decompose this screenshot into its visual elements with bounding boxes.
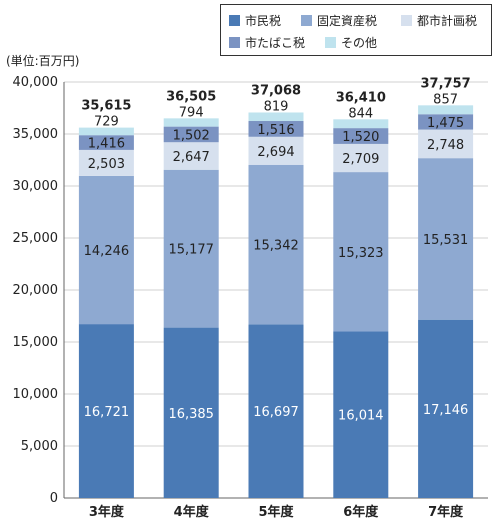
data-label-0-4: 17,146 <box>423 403 469 418</box>
legend-swatch-sonota <box>325 37 336 48</box>
bar-segment-2-3 <box>333 143 389 173</box>
legend-swatch-toshikeikakuzei <box>401 15 412 26</box>
legend-swatch-koteishisanzei <box>301 15 312 26</box>
y-tick-label-40000: 40,000 <box>13 75 59 90</box>
y-tick-label-35000: 35,000 <box>13 127 59 142</box>
data-label-2-1: 2,647 <box>173 150 210 165</box>
total-label-2: 37,068 <box>251 83 301 98</box>
bar-segment-0-2 <box>248 324 304 498</box>
y-tick-label-30000: 30,000 <box>13 179 59 194</box>
data-label-4-3: 844 <box>348 106 373 121</box>
bar-segment-3-1 <box>163 126 219 143</box>
data-label-2-3: 2,709 <box>342 152 379 167</box>
bar-segment-2-4 <box>418 129 474 159</box>
data-label-3-3: 1,520 <box>342 130 379 145</box>
legend-label-shitabakozei: 市たばこ税 <box>245 36 306 50</box>
legend-item-koteishisanzei: 固定資産税 <box>301 12 377 29</box>
data-label-1-2: 15,342 <box>253 239 299 254</box>
data-label-4-1: 794 <box>179 105 204 120</box>
total-label-4: 37,757 <box>421 76 471 91</box>
bar-segment-2-1 <box>163 142 219 170</box>
data-label-3-4: 1,475 <box>427 116 464 131</box>
bar-segment-0-1 <box>163 327 219 498</box>
data-label-4-0: 729 <box>94 115 119 130</box>
data-label-0-2: 16,697 <box>253 405 299 420</box>
bar-segment-1-0 <box>78 175 134 325</box>
bar-segment-1-3 <box>333 172 389 332</box>
data-label-2-2: 2,694 <box>257 145 294 160</box>
bar-segment-2-0 <box>78 149 134 176</box>
total-label-0: 35,615 <box>81 99 131 114</box>
unit-label: (単位:百万円) <box>6 54 80 68</box>
legend-item-toshikeikakuzei: 都市計画税 <box>401 12 477 29</box>
data-label-2-0: 2,503 <box>88 157 125 172</box>
data-label-0-0: 16,721 <box>84 405 130 420</box>
data-label-3-0: 1,416 <box>88 137 125 152</box>
x-tick-label-0: 3年度 <box>89 504 125 520</box>
bar-segment-2-2 <box>248 136 304 165</box>
bar-segment-3-0 <box>78 135 134 150</box>
x-tick-label-1: 4年度 <box>174 504 210 520</box>
x-tick-label-2: 5年度 <box>258 504 294 520</box>
x-tick-label-3: 6年度 <box>343 504 379 520</box>
legend-label-koteishisanzei: 固定資産税 <box>317 14 378 28</box>
bar-segment-1-2 <box>248 164 304 325</box>
data-label-0-1: 16,385 <box>168 407 214 422</box>
legend-swatch-shiminzei <box>229 15 240 26</box>
chart-legend: 市民税 固定資産税 都市計画税 市たばこ税 その他 <box>220 4 492 56</box>
legend-item-sonota: その他 <box>325 34 377 51</box>
bar-segment-4-0 <box>78 127 134 136</box>
data-label-4-4: 857 <box>433 92 458 107</box>
bar-segment-1-1 <box>163 169 219 328</box>
data-label-2-4: 2,748 <box>427 138 464 153</box>
bar-segment-4-3 <box>333 119 389 129</box>
bar-segment-3-3 <box>333 128 389 144</box>
total-label-3: 36,410 <box>336 90 386 105</box>
legend-label-shiminzei: 市民税 <box>245 14 282 28</box>
data-label-1-4: 15,531 <box>423 233 469 248</box>
legend-item-shitabakozei: 市たばこ税 <box>229 34 305 51</box>
total-label-1: 36,505 <box>166 89 216 104</box>
legend-swatch-shitabakozei <box>229 37 240 48</box>
y-tick-label-15000: 15,000 <box>13 335 59 350</box>
bar-segment-0-4 <box>418 319 474 498</box>
data-label-3-2: 1,516 <box>257 123 294 138</box>
data-label-3-1: 1,502 <box>173 128 210 143</box>
bar-segment-4-4 <box>418 105 474 115</box>
bar-segment-1-4 <box>418 158 474 320</box>
bar-segment-4-2 <box>248 112 304 122</box>
data-label-4-2: 819 <box>264 99 289 114</box>
data-label-1-1: 15,177 <box>168 243 214 258</box>
data-label-1-3: 15,323 <box>338 246 384 261</box>
legend-label-sonota: その他 <box>341 36 378 50</box>
bar-segment-3-2 <box>248 121 304 137</box>
legend-label-toshikeikakuzei: 都市計画税 <box>417 14 478 28</box>
legend-item-shiminzei: 市民税 <box>229 12 281 29</box>
data-label-0-3: 16,014 <box>338 409 384 424</box>
y-tick-label-10000: 10,000 <box>13 387 59 402</box>
y-tick-label-25000: 25,000 <box>13 231 59 246</box>
bar-segment-0-3 <box>333 331 389 498</box>
bar-segment-0-0 <box>78 324 134 498</box>
bar-segment-3-4 <box>418 114 474 130</box>
y-tick-label-0: 0 <box>50 491 58 506</box>
y-tick-label-20000: 20,000 <box>13 283 59 298</box>
x-tick-label-4: 7年度 <box>428 504 464 520</box>
bar-segment-4-1 <box>163 118 219 127</box>
data-label-1-0: 14,246 <box>84 244 130 259</box>
y-tick-label-5000: 5,000 <box>21 439 58 454</box>
